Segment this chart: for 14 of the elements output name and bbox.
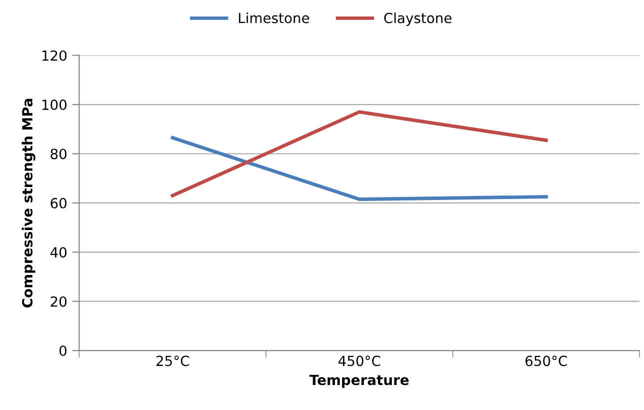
x-tick-label: 25°C — [156, 356, 189, 366]
legend-label: Limestone — [238, 12, 310, 24]
x-tick-label: 450°C — [338, 356, 380, 366]
y-tick-label: 0 — [59, 346, 66, 356]
y-tick-label: 20 — [50, 296, 66, 307]
y-tick-label: 100 — [42, 100, 66, 110]
y-tick-label: 80 — [50, 148, 66, 160]
x-tick-label: 650°C — [526, 356, 567, 366]
legend-label: Claystone — [384, 12, 452, 26]
x-axis-title: Temperature — [309, 374, 409, 388]
y-tick-label: 120 — [42, 50, 66, 61]
y-tick-label: 60 — [50, 198, 66, 208]
y-axis-title: Compressive strength MPa — [22, 98, 36, 308]
y-tick-label: 40 — [50, 247, 66, 258]
